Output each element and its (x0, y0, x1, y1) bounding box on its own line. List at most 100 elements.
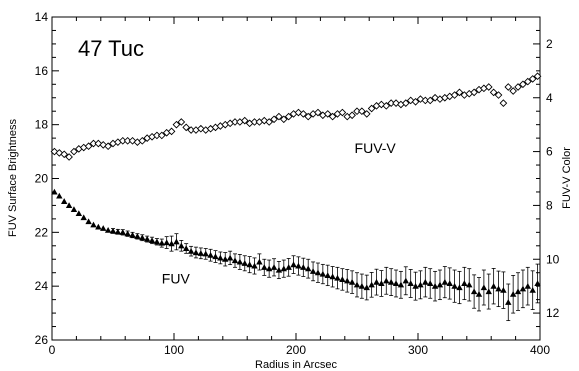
fuv-point (363, 284, 370, 291)
y-right-tick-label: 6 (546, 145, 553, 159)
fuv-point (70, 206, 78, 213)
chart-title: 47 Tuc (78, 36, 144, 61)
fuv-v-point (494, 91, 503, 99)
fuv-v-point (284, 112, 293, 121)
fuv-point (407, 280, 414, 287)
y-left-tick-label: 22 (35, 225, 49, 239)
fuv-point (529, 287, 536, 293)
fuv-v-point (177, 118, 186, 126)
fuv-point (129, 231, 136, 238)
y-axis-label-left: FUV Surface Brightness (7, 119, 19, 237)
x-tick-label: 300 (408, 343, 428, 357)
fuv-v-point (65, 153, 73, 161)
fuv-point (124, 230, 131, 237)
fuv-v-point (70, 147, 78, 156)
fuv-v-point (406, 96, 415, 105)
fuv-point (495, 285, 502, 292)
y-right-tick-label: 4 (546, 91, 553, 105)
fuv-point (470, 288, 478, 295)
fuv-point (534, 280, 541, 287)
fuv-v-point (362, 110, 371, 118)
fuv-point (61, 198, 68, 204)
fuv-point (65, 202, 73, 208)
fuv-point (441, 278, 449, 285)
fuv-point (505, 299, 512, 305)
fuv-v-point (533, 72, 542, 81)
fuv-point (280, 265, 287, 272)
y-right-tick-label: 8 (546, 198, 553, 212)
fuv-point (480, 284, 488, 291)
fuv-point (305, 265, 312, 272)
fuv-point (324, 272, 331, 278)
fuv-point (173, 238, 180, 245)
plot-frame (51, 16, 541, 341)
fuv-point (275, 266, 283, 273)
fuv-point (231, 257, 239, 264)
fuv-v-point (182, 123, 191, 132)
fuv-point (114, 228, 122, 235)
fuv-v-point (94, 139, 103, 148)
fuv-point (509, 291, 517, 297)
fuv-v-point (426, 96, 435, 105)
fuv-v-point (50, 147, 59, 156)
fuv-point (207, 252, 214, 258)
fuv-point (183, 245, 190, 252)
annotation-fuv-v: FUV-V (355, 140, 397, 156)
fuv-v-point (138, 136, 147, 145)
fuv-v-point (279, 115, 288, 124)
fuv-v-point (84, 142, 93, 151)
fuv-v-point (157, 131, 166, 140)
fuv-point (475, 291, 483, 297)
fuv-point (387, 278, 395, 285)
fuv-v-point (314, 108, 322, 117)
fuv-point (446, 280, 453, 287)
fuv-point (270, 264, 278, 270)
fuv-v-point (338, 108, 347, 117)
fuv-v-point (328, 112, 337, 121)
fuv-v-point (167, 127, 176, 136)
fuv-v-point (172, 120, 181, 129)
fuv-point (431, 282, 439, 289)
fuv-point (100, 225, 107, 231)
fuv-point (436, 281, 444, 288)
fuv-point (202, 250, 209, 257)
fuv-v-point (323, 110, 332, 118)
y-left-tick-label: 26 (35, 333, 49, 347)
fuv-v-point (484, 83, 493, 91)
fuv-point (85, 218, 92, 225)
fuv-point (422, 278, 429, 285)
fuv-v-point (411, 97, 420, 106)
fuv-point (90, 221, 97, 228)
fuv-point (461, 280, 468, 287)
fuv-point (319, 270, 327, 277)
fuv-point (109, 227, 117, 234)
fuv-point (412, 282, 419, 289)
fuv-v-point (60, 150, 69, 159)
y-axis-label-right: FUV-V Color (561, 147, 573, 209)
fuv-point (265, 265, 273, 272)
y-left-tick-label: 14 (35, 10, 49, 24)
y-right-tick-label: 10 (546, 252, 560, 266)
fuv-v-point (265, 118, 273, 126)
x-tick-label: 0 (49, 343, 56, 357)
fuv-point (163, 239, 170, 246)
fuv-point (251, 262, 258, 269)
fuv-point (353, 281, 361, 288)
fuv-point (51, 188, 58, 195)
fuv-v-point (348, 111, 356, 120)
fuv-point (300, 264, 307, 270)
fuv-point (143, 235, 151, 242)
fuv-point (226, 254, 234, 261)
fuv-v-point (240, 116, 249, 125)
fuv-point (314, 269, 322, 276)
fuv-point (236, 258, 244, 265)
fuv-point (178, 242, 185, 249)
fuv-point (246, 261, 253, 268)
fuv-point (212, 253, 219, 260)
fuv-v-point (299, 110, 308, 118)
fuv-v-point (304, 112, 313, 121)
fuv-point (427, 280, 434, 287)
fuv-point (373, 278, 380, 285)
fuv-point (456, 284, 463, 291)
